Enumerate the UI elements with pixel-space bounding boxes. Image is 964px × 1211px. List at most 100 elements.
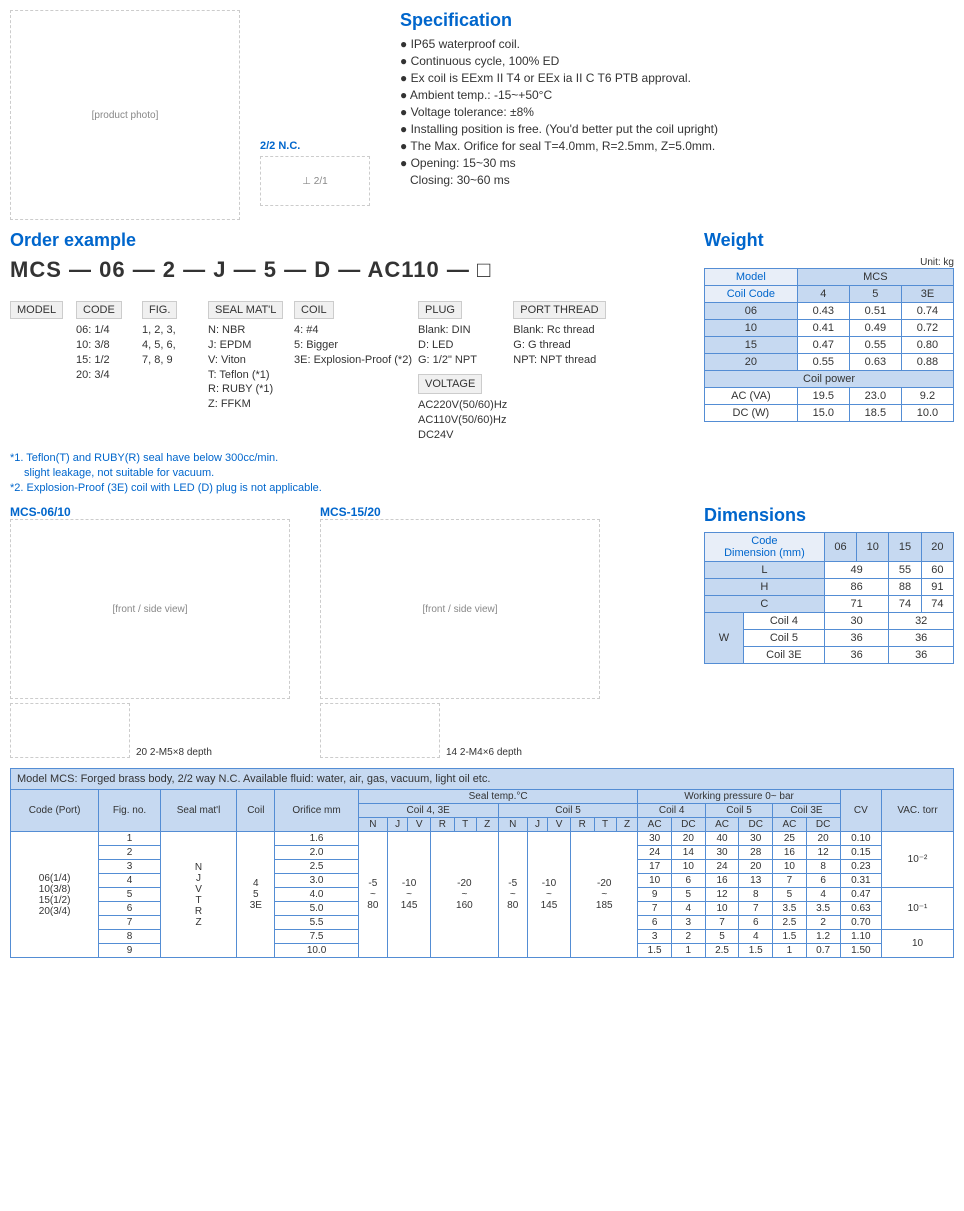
btbl-sub-hdr: Z [476,818,498,832]
btbl-port: 06(1/4) 10(3/8) 15(1/2) 20(3/4) [11,832,99,958]
btbl-vac-hdr: VAC. torr [882,790,954,832]
order-example-section: Order example MCS — 06 — 2 — J — 5 — D —… [10,230,684,495]
btbl-cell: 2.5 [705,944,738,958]
weight-cell: 9.2 [901,388,953,405]
btbl-sub-hdr: T [454,818,476,832]
order-fig-col: FIG. 1, 2, 3, 4, 5, 6, 7, 8, 9 [142,301,202,443]
btbl-cell: 1 [773,944,806,958]
btbl-cell: 20 [739,860,773,874]
btbl-orifice: 4.0 [275,888,358,902]
dim-W-c3e-lbl: Coil 3E [743,647,824,664]
btbl-sub-hdr: R [431,818,455,832]
btbl-fig: 1 [99,832,161,846]
weight-cell: 0.72 [901,320,953,337]
dim-cell: 30 [824,613,889,630]
btbl-cell: 4 [671,902,705,916]
weight-cell: 0.47 [797,337,849,354]
btbl-cell: 6 [739,916,773,930]
weight-acva-lbl: AC (VA) [705,388,798,405]
btbl-coil43e-hdr: Coil 4, 3E [358,804,498,818]
btbl-cv: 1.10 [840,930,881,944]
btbl-cell: 3 [638,930,671,944]
order-fig-opt: 7, 8, 9 [142,353,202,368]
btbl-cv: 0.31 [840,874,881,888]
btbl-cv: 1.50 [840,944,881,958]
weight-table: ModelMCS Coil Code 4 5 3E 060.430.510.74… [704,268,954,422]
btbl-cell: 7 [705,916,738,930]
btbl-sub-hdr: Z [616,818,638,832]
order-code-opt: 06: 1/4 [76,323,136,338]
dim-col: 10 [857,533,889,562]
diagram-2-n14: 14 [446,747,457,758]
spec-item-closing: Closing: 30~60 ms [400,173,954,187]
btbl-seal-hdr: Seal mat'l [160,790,236,832]
btbl-cell: 12 [806,846,840,860]
dimensions-heading: Dimensions [704,505,954,526]
btbl-title: Model MCS: Forged brass body, 2/2 way N.… [11,769,954,790]
diagram-1-n20: 20 [136,747,147,758]
btbl-cell: 8 [739,888,773,902]
mid-section: Order example MCS — 06 — 2 — J — 5 — D —… [10,230,954,495]
btbl-wp5-hdr: Coil 5 [705,804,772,818]
btbl-cv: 0.63 [840,902,881,916]
dim-W-c4-lbl: Coil 4 [743,613,824,630]
btbl-temp: -10 ~ 145 [527,832,570,958]
dim-W-lbl: W [705,613,744,664]
dim-cell: 36 [889,630,954,647]
btbl-cell: 10 [671,860,705,874]
weight-cell: 0.88 [901,354,953,371]
weight-heading: Weight [704,230,954,251]
dim-cell: 88 [889,579,921,596]
product-photo: [product photo] [10,10,240,220]
btbl-orifice: 7.5 [275,930,358,944]
dim-col: 06 [824,533,856,562]
diagram-2-bottom-icon [320,703,440,758]
order-volt-hdr: VOLTAGE [418,374,482,395]
btbl-cv: 0.10 [840,832,881,846]
btbl-cell: 14 [671,846,705,860]
order-code-opt: 15: 1/2 [76,353,136,368]
btbl-cell: 13 [739,874,773,888]
order-seal-opt: V: Viton [208,353,288,368]
diagram-1-bottom-icon [10,703,130,758]
weight-cell: 0.43 [797,303,849,320]
order-plug-opt: D: LED [418,338,507,353]
order-port-opt: G: G thread [513,338,613,353]
btbl-cell: 25 [773,832,806,846]
btbl-orifice: 1.6 [275,832,358,846]
spec-item: Ambient temp.: -15~+50°C [400,88,954,102]
btbl-cell: 10 [705,902,738,916]
btbl-temp: -5 ~ 80 [358,832,387,958]
weight-cell: 19.5 [797,388,849,405]
btbl-sub-hdr: DC [806,818,840,832]
btbl-sub-hdr: AC [638,818,671,832]
weight-cell: 23.0 [849,388,901,405]
btbl-cell: 16 [705,874,738,888]
order-seal-opt: J: EPDM [208,338,288,353]
order-code-hdr: CODE [76,301,122,319]
schematic-block: 2/2 N.C. ⊥ 2/1 [260,10,380,220]
btbl-orifice: 2.5 [275,860,358,874]
btbl-temp: -5 ~ 80 [498,832,527,958]
order-coil-opt: 5: Bigger [294,338,412,353]
order-plug-opt: Blank: DIN [418,323,507,338]
dim-cell: 74 [921,596,953,613]
btbl-cv-hdr: CV [840,790,881,832]
dim-cell: 91 [921,579,953,596]
weight-col: 3E [901,286,953,303]
weight-cell: 0.51 [849,303,901,320]
btbl-orifice-hdr: Orifice mm [275,790,358,832]
btbl-cell: 24 [638,846,671,860]
btbl-cell: 6 [638,916,671,930]
order-volt-opt: AC220V(50/60)Hz [418,398,507,413]
btbl-cell: 1.5 [773,930,806,944]
btbl-cell: 7 [638,902,671,916]
weight-row-code: 20 [705,354,798,371]
btbl-cv: 0.23 [840,860,881,874]
btbl-sub-hdr: V [408,818,431,832]
weight-col: 5 [849,286,901,303]
dim-cell: 71 [824,596,889,613]
order-plug-col: PLUG Blank: DIN D: LED G: 1/2" NPT VOLTA… [418,301,507,443]
btbl-cell: 4 [739,930,773,944]
order-coil-opt: 3E: Explosion-Proof (*2) [294,353,412,368]
